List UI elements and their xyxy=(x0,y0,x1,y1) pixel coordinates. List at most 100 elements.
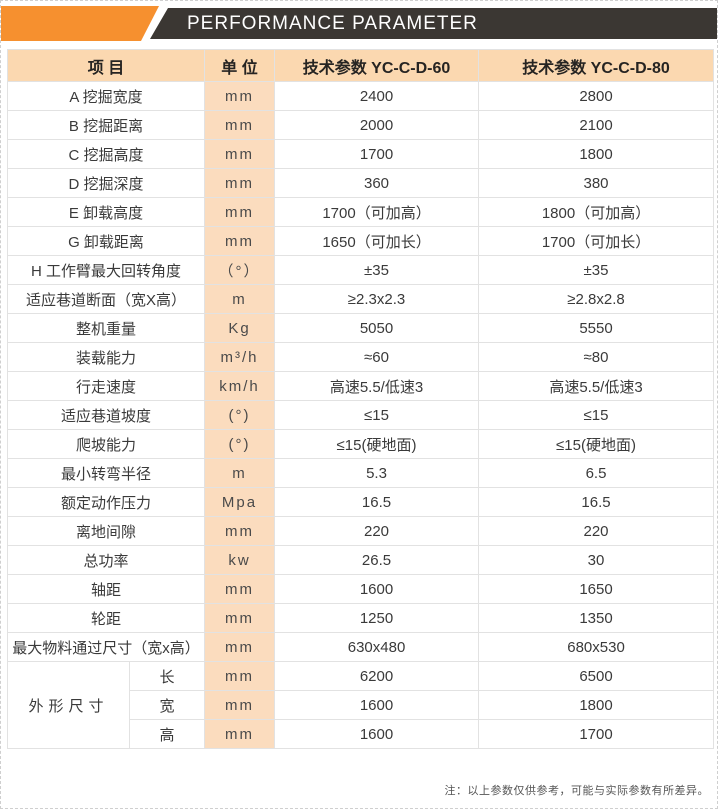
performance-parameter-banner: PERFORMANCE PARAMETER xyxy=(1,6,717,41)
banner-dark-ribbon: PERFORMANCE PARAMETER xyxy=(150,8,717,39)
table-row: E 卸载高度 mm 1700（可加高） 1800（可加高） xyxy=(6,197,715,227)
value-cell-model-60: 5050 xyxy=(274,313,480,343)
sub-item-cell: 宽 xyxy=(128,690,206,720)
item-cell: 轴距 xyxy=(6,574,206,604)
table-row: 轮距 mm 1250 1350 xyxy=(6,603,715,633)
unit-cell: mm xyxy=(204,661,276,691)
table-row: 外形尺寸长 mm 6200 6500 xyxy=(7,661,715,749)
unit-cell: mm xyxy=(204,110,276,140)
unit-cell: m xyxy=(204,458,276,488)
value-cell-model-80: 高速5.5/低速3 xyxy=(478,371,715,401)
unit-cell: mm xyxy=(204,603,276,633)
value-cell-model-60: 6200 xyxy=(274,661,480,691)
unit-cell: mm xyxy=(204,168,276,198)
item-cell: D 挖掘深度 xyxy=(6,168,206,198)
unit-cell: m³/h xyxy=(204,342,276,372)
table-header-row: 项 目 单 位 技术参数 YC-C-D-60 技术参数 YC-C-D-80 xyxy=(6,49,715,82)
footnote: 注：以上参数仅供参考，可能与实际参数有所差异。 xyxy=(444,785,709,797)
value-cell-model-60: 26.5 xyxy=(274,545,480,575)
column-header-model-80: 技术参数 YC-C-D-80 xyxy=(478,49,715,82)
value-cell-model-60: ≤15(硬地面) xyxy=(274,429,480,459)
table-row: A 挖掘宽度 mm 2400 2800 xyxy=(6,81,715,111)
unit-cell: mm xyxy=(204,632,276,662)
unit-cell: mm xyxy=(204,197,276,227)
value-cell-model-80: ≤15 xyxy=(478,400,715,430)
item-cell: B 挖掘距离 xyxy=(6,110,206,140)
value-cell-model-60: 1700（可加高） xyxy=(274,197,480,227)
item-cell: A 挖掘宽度 xyxy=(6,81,206,111)
table-row: 最小转弯半径 m 5.3 6.5 xyxy=(6,458,715,488)
value-cell-model-60: 2400 xyxy=(274,81,480,111)
value-cell-model-80: 16.5 xyxy=(478,487,715,517)
table-row: 适应巷道断面（宽X高） m ≥2.3x2.3 ≥2.8x2.8 xyxy=(6,284,715,314)
value-cell-model-60: 1250 xyxy=(274,603,480,633)
value-cell-model-60: ±35 xyxy=(274,255,480,285)
table-row: 宽 mm 1600 1800 xyxy=(8,690,715,720)
value-cell-model-80: 1800 xyxy=(478,690,715,720)
item-cell: 适应巷道坡度 xyxy=(6,400,206,430)
unit-cell: m xyxy=(204,284,276,314)
table-row: 额定动作压力 Mpa 16.5 16.5 xyxy=(6,487,715,517)
value-cell-model-60: 1600 xyxy=(274,690,480,720)
value-cell-model-80: 380 xyxy=(478,168,715,198)
value-cell-model-60: 360 xyxy=(274,168,480,198)
value-cell-model-80: ±35 xyxy=(478,255,715,285)
value-cell-model-60: 1600 xyxy=(274,574,480,604)
unit-cell: km/h xyxy=(204,371,276,401)
value-cell-model-60: 220 xyxy=(274,516,480,546)
item-cell: 最大物料通过尺寸（宽x高） xyxy=(6,632,206,662)
item-cell: 轮距 xyxy=(6,603,206,633)
value-cell-model-80: 6.5 xyxy=(478,458,715,488)
item-cell: 爬坡能力 xyxy=(6,429,206,459)
item-cell: H 工作臂最大回转角度 xyxy=(6,255,206,285)
table-row: 总功率 kw 26.5 30 xyxy=(6,545,715,575)
unit-cell: Kg xyxy=(204,313,276,343)
banner-title: PERFORMANCE PARAMETER xyxy=(187,12,478,34)
item-cell: 适应巷道断面（宽X高） xyxy=(6,284,206,314)
item-cell: G 卸载距离 xyxy=(6,226,206,256)
performance-parameter-table: 项 目 单 位 技术参数 YC-C-D-60 技术参数 YC-C-D-80 A … xyxy=(6,49,715,749)
value-cell-model-60: 5.3 xyxy=(274,458,480,488)
value-cell-model-60: 高速5.5/低速3 xyxy=(274,371,480,401)
value-cell-model-80: 2800 xyxy=(478,81,715,111)
table-row: B 挖掘距离 mm 2000 2100 xyxy=(6,110,715,140)
group-label-cell: 外形尺寸 xyxy=(7,661,130,749)
value-cell-model-60: ≥2.3x2.3 xyxy=(274,284,480,314)
value-cell-model-60: 2000 xyxy=(274,110,480,140)
item-cell: C 挖掘高度 xyxy=(6,139,206,169)
value-cell-model-60: ≤15 xyxy=(274,400,480,430)
value-cell-model-60: ≈60 xyxy=(274,342,480,372)
column-header-item: 项 目 xyxy=(6,49,206,82)
table-row: 轴距 mm 1600 1650 xyxy=(6,574,715,604)
value-cell-model-80: 1350 xyxy=(478,603,715,633)
value-cell-model-60: 1700 xyxy=(274,139,480,169)
table-row: 最大物料通过尺寸（宽x高） mm 630x480 680x530 xyxy=(6,632,715,662)
value-cell-model-60: 1600 xyxy=(274,719,480,749)
table-row: G 卸载距离 mm 1650（可加长） 1700（可加长） xyxy=(6,226,715,256)
unit-cell: (°) xyxy=(204,400,276,430)
value-cell-model-80: 5550 xyxy=(478,313,715,343)
table-row: 爬坡能力 (°) ≤15(硬地面) ≤15(硬地面) xyxy=(6,429,715,459)
unit-cell: mm xyxy=(204,719,276,749)
value-cell-model-60: 1650（可加长） xyxy=(274,226,480,256)
item-cell: 行走速度 xyxy=(6,371,206,401)
unit-cell: mm xyxy=(204,81,276,111)
value-cell-model-80: 6500 xyxy=(478,661,715,691)
table-row: C 挖掘高度 mm 1700 1800 xyxy=(6,139,715,169)
banner-orange-accent xyxy=(1,6,159,41)
unit-cell: mm xyxy=(204,139,276,169)
value-cell-model-80: 1800（可加高） xyxy=(478,197,715,227)
value-cell-model-60: 16.5 xyxy=(274,487,480,517)
unit-cell: Mpa xyxy=(204,487,276,517)
item-cell: 额定动作压力 xyxy=(6,487,206,517)
table-row: 高 mm 1600 1700 xyxy=(8,719,715,749)
table-row: D 挖掘深度 mm 360 380 xyxy=(6,168,715,198)
item-cell: E 卸载高度 xyxy=(6,197,206,227)
value-cell-model-80: 30 xyxy=(478,545,715,575)
unit-cell: mm xyxy=(204,574,276,604)
table-row: 适应巷道坡度 (°) ≤15 ≤15 xyxy=(6,400,715,430)
column-header-model-60: 技术参数 YC-C-D-60 xyxy=(274,49,480,82)
table-row: 离地间隙 mm 220 220 xyxy=(6,516,715,546)
sub-item-cell: 长 xyxy=(128,661,206,691)
item-cell: 整机重量 xyxy=(6,313,206,343)
